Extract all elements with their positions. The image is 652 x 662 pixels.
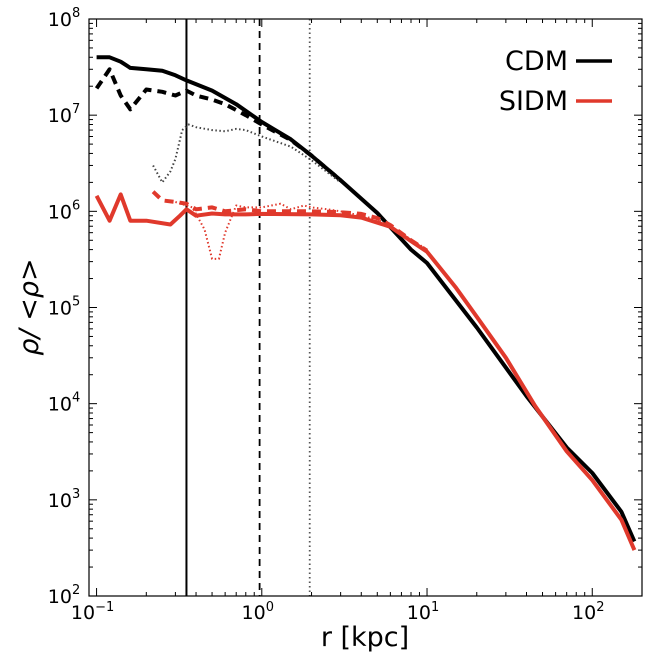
y-tick-label: 105 (48, 295, 80, 320)
y-tick-label: 106 (48, 198, 80, 223)
y-tick-labels: 102 103 104 105 106 107 108 (48, 6, 80, 608)
series-sidm-dashed (151, 190, 429, 253)
axis-ticks (88, 18, 643, 597)
series-cdm-dashed (94, 67, 342, 182)
x-axis-label: r [kpc] (321, 622, 409, 653)
y-tick-label: 107 (48, 102, 80, 127)
series-cdm-dotted (152, 123, 342, 184)
x-tick-label: 10−1 (71, 600, 114, 624)
legend-label-cdm: CDM (505, 46, 568, 77)
y-tick-label: 108 (48, 6, 80, 31)
y-axis-label: ρ/ <ρ> (14, 258, 45, 355)
y-tick-label: 103 (48, 487, 80, 512)
series-sidm-solid (94, 192, 637, 551)
x-tick-label: 101 (407, 600, 439, 624)
y-tick-label: 102 (48, 583, 80, 608)
legend: CDM SIDM (499, 46, 612, 117)
series-layer (94, 55, 637, 551)
legend-label-sidm: SIDM (499, 86, 568, 117)
series-cdm-solid (96, 55, 637, 543)
y-tick-label: 104 (48, 391, 80, 416)
x-tick-label: 100 (242, 600, 274, 624)
vertical-reference-lines (185, 19, 311, 596)
x-tick-label: 102 (572, 600, 604, 624)
x-tick-labels: 10−1 100 101 102 (71, 600, 605, 624)
